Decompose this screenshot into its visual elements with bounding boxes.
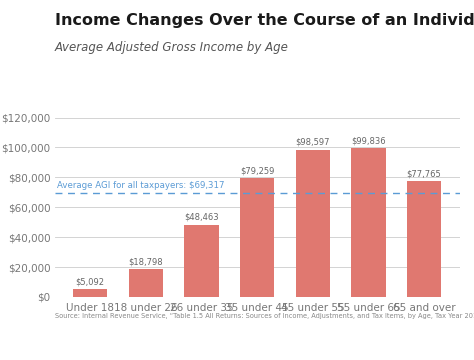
Text: Average AGI for all taxpayers: $69,317: Average AGI for all taxpayers: $69,317: [56, 181, 224, 190]
Bar: [184, 225, 219, 297]
Text: $77,765: $77,765: [407, 169, 441, 178]
Text: $99,836: $99,836: [351, 136, 386, 145]
Text: $5,092: $5,092: [76, 278, 105, 287]
Text: $98,597: $98,597: [296, 138, 330, 147]
Bar: [296, 149, 330, 297]
Bar: [407, 181, 441, 297]
Text: TAX FOUNDATION: TAX FOUNDATION: [12, 340, 122, 350]
Bar: [73, 289, 108, 297]
Text: Income Changes Over the Course of an Individual’s Life: Income Changes Over the Course of an Ind…: [55, 13, 474, 28]
Text: @TaxFoundation: @TaxFoundation: [382, 340, 462, 350]
Bar: [351, 148, 386, 297]
Bar: [128, 269, 163, 297]
Text: $48,463: $48,463: [184, 213, 219, 222]
Text: $79,259: $79,259: [240, 167, 274, 176]
Text: $18,798: $18,798: [128, 257, 163, 266]
Text: Source: Internal Revenue Service, “Table 1.5 All Returns: Sources of Income, Adj: Source: Internal Revenue Service, “Table…: [55, 312, 474, 319]
Bar: [240, 179, 274, 297]
Text: Average Adjusted Gross Income by Age: Average Adjusted Gross Income by Age: [55, 41, 288, 54]
